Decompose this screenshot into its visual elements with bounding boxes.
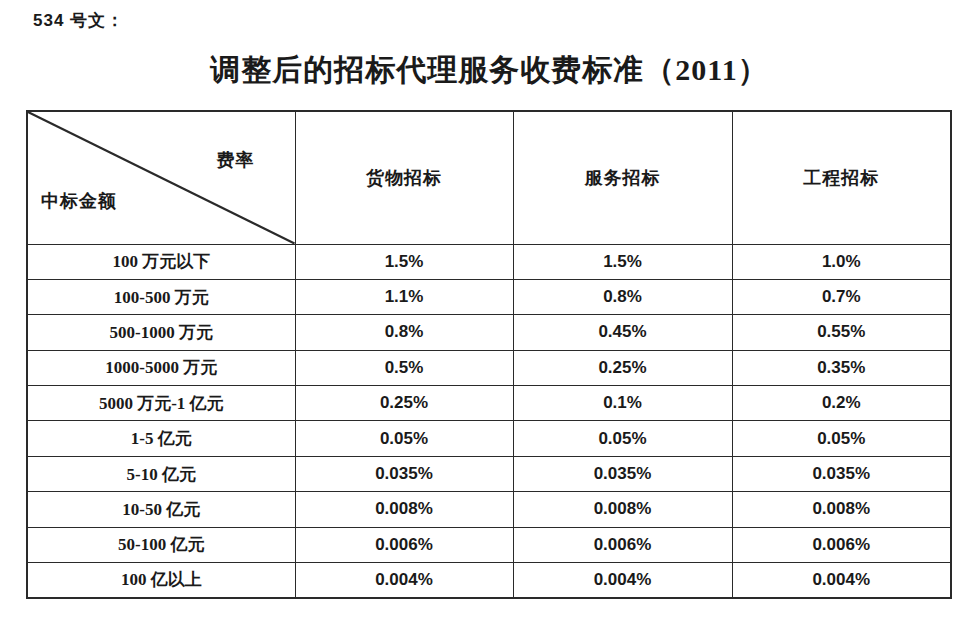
column-header-goods: 货物招标 xyxy=(295,111,513,244)
table-body: 100 万元以下1.5%1.5%1.0%100-500 万元1.1%0.8%0.… xyxy=(27,244,951,598)
rate-cell: 0.008% xyxy=(295,492,513,527)
rate-cell: 0.05% xyxy=(732,421,951,456)
column-header-services: 服务招标 xyxy=(513,111,732,244)
table-row: 100 万元以下1.5%1.5%1.0% xyxy=(27,244,951,279)
rate-cell: 0.004% xyxy=(732,563,951,598)
table-row: 5000 万元-1 亿元0.25%0.1%0.2% xyxy=(27,386,951,421)
rate-cell: 0.8% xyxy=(513,279,732,314)
rate-cell: 0.1% xyxy=(513,386,732,421)
rate-cell: 0.004% xyxy=(513,563,732,598)
table-header-row: 费率 中标金额 货物招标 服务招标 工程招标 xyxy=(27,111,951,244)
table-row: 50-100 亿元0.006%0.006%0.006% xyxy=(27,527,951,562)
row-label: 100 万元以下 xyxy=(27,244,295,279)
row-label: 50-100 亿元 xyxy=(27,527,295,562)
row-label: 500-1000 万元 xyxy=(27,315,295,350)
rate-cell: 0.25% xyxy=(513,350,732,385)
rate-cell: 0.035% xyxy=(513,456,732,491)
rate-cell: 0.45% xyxy=(513,315,732,350)
rate-cell: 1.0% xyxy=(732,244,951,279)
rate-cell: 0.035% xyxy=(295,456,513,491)
table-row: 10-50 亿元0.008%0.008%0.008% xyxy=(27,492,951,527)
page-title: 调整后的招标代理服务收费标准（2011） xyxy=(0,50,979,91)
rate-cell: 0.55% xyxy=(732,315,951,350)
column-header-engineering: 工程招标 xyxy=(732,111,951,244)
table-row: 5-10 亿元0.035%0.035%0.035% xyxy=(27,456,951,491)
corner-label-amount: 中标金额 xyxy=(41,189,117,213)
rate-cell: 0.006% xyxy=(295,527,513,562)
corner-label-rate: 费率 xyxy=(217,148,255,172)
rate-cell: 0.25% xyxy=(295,386,513,421)
rate-cell: 0.5% xyxy=(295,350,513,385)
rate-cell: 1.5% xyxy=(513,244,732,279)
diagonal-divider-line xyxy=(28,112,295,244)
table-row: 100-500 万元1.1%0.8%0.7% xyxy=(27,279,951,314)
rate-cell: 0.035% xyxy=(732,456,951,491)
rate-cell: 0.008% xyxy=(513,492,732,527)
rate-cell: 0.2% xyxy=(732,386,951,421)
document-page: 534 号文： 调整后的招标代理服务收费标准（2011） 费率 中标金额 货物招… xyxy=(0,0,979,629)
rate-cell: 0.05% xyxy=(295,421,513,456)
row-label: 1000-5000 万元 xyxy=(27,350,295,385)
corner-cell: 费率 中标金额 xyxy=(27,111,295,244)
rate-cell: 0.006% xyxy=(732,527,951,562)
row-label: 100-500 万元 xyxy=(27,279,295,314)
row-label: 5000 万元-1 亿元 xyxy=(27,386,295,421)
row-label: 1-5 亿元 xyxy=(27,421,295,456)
rate-cell: 0.35% xyxy=(732,350,951,385)
rate-cell: 0.004% xyxy=(295,563,513,598)
rate-cell: 1.5% xyxy=(295,244,513,279)
doc-ref: 534 号文： xyxy=(33,9,124,32)
fee-table: 费率 中标金额 货物招标 服务招标 工程招标 100 万元以下1.5%1.5%1… xyxy=(26,110,952,599)
rate-cell: 0.008% xyxy=(732,492,951,527)
rate-cell: 0.05% xyxy=(513,421,732,456)
rate-cell: 0.006% xyxy=(513,527,732,562)
rate-cell: 0.8% xyxy=(295,315,513,350)
rate-cell: 1.1% xyxy=(295,279,513,314)
table-row: 1-5 亿元0.05%0.05%0.05% xyxy=(27,421,951,456)
table-row: 500-1000 万元0.8%0.45%0.55% xyxy=(27,315,951,350)
row-label: 5-10 亿元 xyxy=(27,456,295,491)
table-row: 1000-5000 万元0.5%0.25%0.35% xyxy=(27,350,951,385)
row-label: 100 亿以上 xyxy=(27,563,295,598)
table-row: 100 亿以上0.004%0.004%0.004% xyxy=(27,563,951,598)
row-label: 10-50 亿元 xyxy=(27,492,295,527)
rate-cell: 0.7% xyxy=(732,279,951,314)
